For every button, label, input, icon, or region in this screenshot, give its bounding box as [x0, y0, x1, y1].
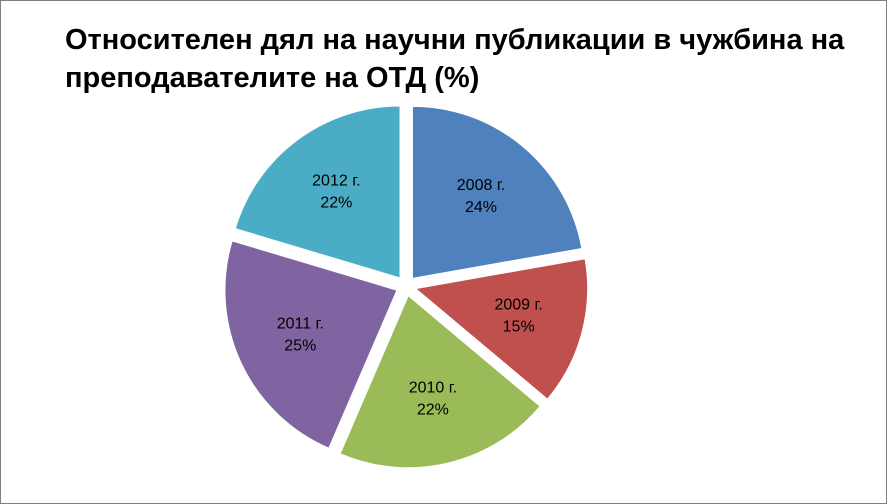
slice-value-label: 24%	[465, 199, 497, 216]
slice-category-label: 2012 г.	[312, 173, 360, 190]
pie-slice	[411, 105, 583, 279]
pie-slice	[234, 105, 401, 279]
slice-value-label: 25%	[284, 338, 316, 355]
slice-value-label: 22%	[320, 195, 352, 212]
slice-value-label: 22%	[417, 402, 449, 419]
slice-category-label: 2010 г.	[409, 380, 457, 397]
slice-category-label: 2008 г.	[457, 177, 505, 194]
slice-category-label: 2009 г.	[494, 296, 542, 313]
slice-value-label: 15%	[503, 318, 535, 335]
pie-slice	[224, 240, 398, 449]
chart-title: Относителен дял на научни публикации в ч…	[65, 24, 845, 94]
pie-slice	[339, 294, 541, 469]
slice-category-label: 2011 г.	[277, 316, 324, 333]
pie-slice	[414, 258, 589, 400]
